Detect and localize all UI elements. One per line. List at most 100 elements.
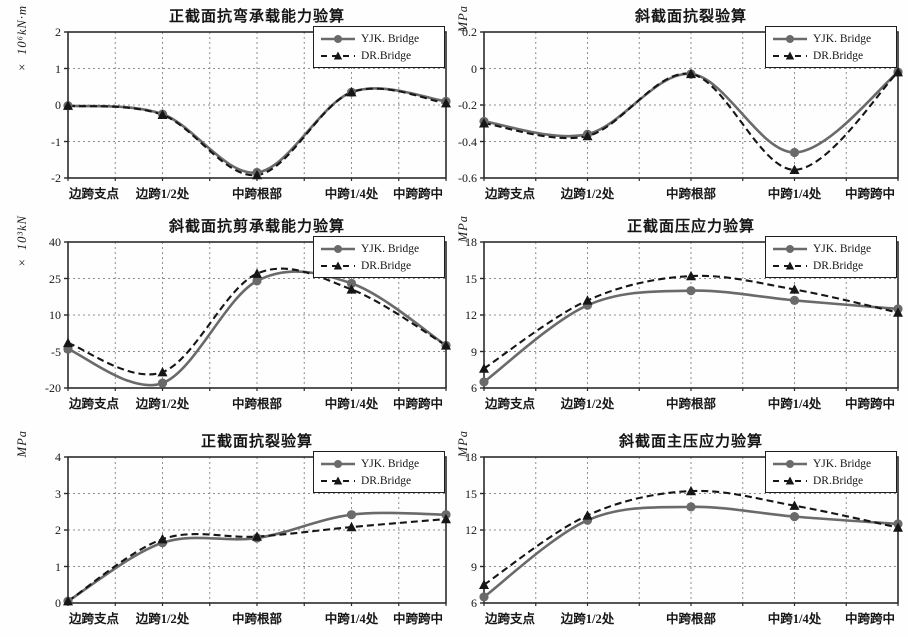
chart-title: 斜截面主压应力验算: [618, 434, 763, 450]
legend-label-yjk: YJK. Bridge: [361, 32, 420, 45]
x-category-label: 中跨1/4处: [324, 187, 379, 201]
x-category-label: 中跨跨中: [392, 612, 443, 626]
chart-cell-0: × 10⁶kN·m 正截面抗弯承载能力验算 2 1 0 -1 -2 边跨支点 边跨1/2处…: [0, 0, 454, 210]
x-category-label: 边跨1/2处: [135, 187, 190, 201]
y-tick-label: -20: [45, 381, 61, 395]
legend-row-dr: DR.Bridge: [321, 472, 438, 489]
x-category-label: 中跨跨中: [844, 397, 895, 411]
dr-triangle-marker: [789, 284, 800, 294]
y-tick-label: 40: [49, 235, 61, 249]
dr-line-sample-icon: [773, 476, 807, 484]
y-tick-label: 0: [55, 596, 61, 610]
dr-triangle-marker: [157, 533, 168, 544]
y-tick-label: -1: [51, 134, 61, 149]
yjk-circle-marker: [346, 510, 357, 520]
legend-label-yjk: YJK. Bridge: [813, 32, 872, 45]
y-tick-label: 15: [465, 271, 477, 286]
legend-label-dr: DR.Bridge: [361, 259, 412, 272]
yjk-line-sample-icon: [773, 244, 807, 253]
data-point-markers: [63, 510, 451, 606]
yjk-circle-marker: [789, 295, 800, 305]
axes: [480, 31, 899, 181]
dr-line-sample-icon: [321, 261, 355, 269]
yjk-line-sample-icon: [321, 244, 355, 253]
dr-triangle-marker: [441, 340, 451, 350]
dr-line-sample-icon: [321, 476, 355, 484]
dr-line-sample-icon: [773, 51, 807, 59]
data-point-markers: [63, 87, 451, 180]
dr-triangle-marker: [252, 268, 262, 278]
x-category-label: 边跨支点: [484, 612, 535, 626]
chart-title: 正截面抗裂验算: [200, 434, 313, 450]
dr-triangle-marker: [346, 284, 357, 294]
legend-row-yjk: YJK. Bridge: [773, 455, 890, 472]
y-tick-label: 0: [471, 61, 477, 76]
dr-triangle-marker: [686, 270, 696, 281]
plot-area: [479, 241, 903, 391]
y-tick-label: 6: [471, 381, 477, 395]
y-tick-label: -5: [51, 344, 61, 359]
dr-triangle-marker: [893, 66, 903, 77]
dr-curve: [484, 71, 898, 171]
dr-triangle-marker: [479, 118, 489, 128]
x-category-label: 边跨支点: [484, 397, 535, 411]
data-point-markers: [479, 66, 903, 174]
x-category-label: 中跨根部: [231, 397, 282, 411]
y-tick-label: 12: [465, 523, 477, 537]
x-category-label: 边跨1/2处: [560, 187, 615, 201]
legend-label-yjk: YJK. Bridge: [813, 242, 872, 255]
chart-title: 正截面压应力验算: [626, 219, 755, 235]
dr-curve: [68, 518, 446, 603]
dr-triangle-marker: [789, 500, 800, 510]
dr-triangle-marker: [789, 164, 800, 174]
yjk-circle-marker: [479, 377, 489, 387]
legend-row-yjk: YJK. Bridge: [321, 455, 438, 472]
dr-triangle-marker: [582, 295, 593, 305]
chart-title: 斜截面抗剪承载能力验算: [168, 219, 345, 235]
legend: YJK. Bridge DR.Bridge: [313, 236, 445, 278]
dr-triangle-marker: [252, 169, 262, 180]
dr-triangle-marker: [479, 363, 489, 373]
legend-row-yjk: YJK. Bridge: [773, 240, 890, 257]
legend: YJK. Bridge DR.Bridge: [765, 26, 897, 68]
legend: YJK. Bridge DR.Bridge: [313, 451, 445, 493]
dr-triangle-marker: [346, 87, 357, 97]
legend-label-yjk: YJK. Bridge: [813, 457, 872, 470]
y-tick-label: 1: [55, 61, 61, 76]
x-category-label: 边跨1/2处: [560, 397, 615, 411]
dr-triangle-marker: [346, 521, 357, 532]
dr-triangle-marker: [686, 485, 696, 496]
legend-row-dr: DR.Bridge: [773, 472, 890, 489]
x-category-label: 边跨1/2处: [135, 397, 190, 411]
axes: [64, 241, 447, 391]
yjk-circle-marker: [789, 512, 800, 522]
series-curves: [484, 71, 898, 171]
dr-triangle-marker: [441, 97, 451, 108]
dr-curve: [68, 267, 446, 376]
legend-row-dr: DR.Bridge: [773, 257, 890, 274]
legend: YJK. Bridge DR.Bridge: [765, 451, 897, 493]
x-category-label: 中跨跨中: [844, 187, 895, 201]
plot-area: [479, 31, 903, 181]
dr-triangle-marker: [157, 109, 168, 120]
dr-triangle-marker: [157, 366, 168, 377]
dr-triangle-marker: [63, 100, 73, 110]
legend-label-dr: DR.Bridge: [813, 474, 864, 487]
legend-label-dr: DR.Bridge: [361, 474, 412, 487]
data-point-markers: [63, 268, 451, 388]
plot-area: [63, 31, 451, 181]
yjk-circle-marker: [157, 378, 168, 388]
x-category-label: 中跨1/4处: [767, 397, 822, 411]
chart-title: 正截面抗弯承载能力验算: [168, 9, 345, 25]
x-category-label: 中跨跨中: [392, 187, 443, 201]
yjk-circle-marker: [252, 276, 262, 286]
chart-cell-3: MPa 正截面压应力验算 18 15 12 9 6 边跨支点 边跨1/2处 中跨根部 中跨1/…: [454, 210, 908, 425]
dr-triangle-marker: [63, 337, 73, 348]
legend-label-yjk: YJK. Bridge: [361, 242, 420, 255]
plot-area: [63, 456, 451, 606]
legend-row-yjk: YJK. Bridge: [773, 30, 890, 47]
dr-line-sample-icon: [773, 261, 807, 269]
x-category-label: 中跨根部: [231, 187, 282, 201]
yjk-circle-marker: [686, 502, 696, 512]
chart-cell-2: × 10³kN 斜截面抗剪承载能力验算 40 25 10 -5 -20 边跨支点 边跨1/…: [0, 210, 454, 425]
